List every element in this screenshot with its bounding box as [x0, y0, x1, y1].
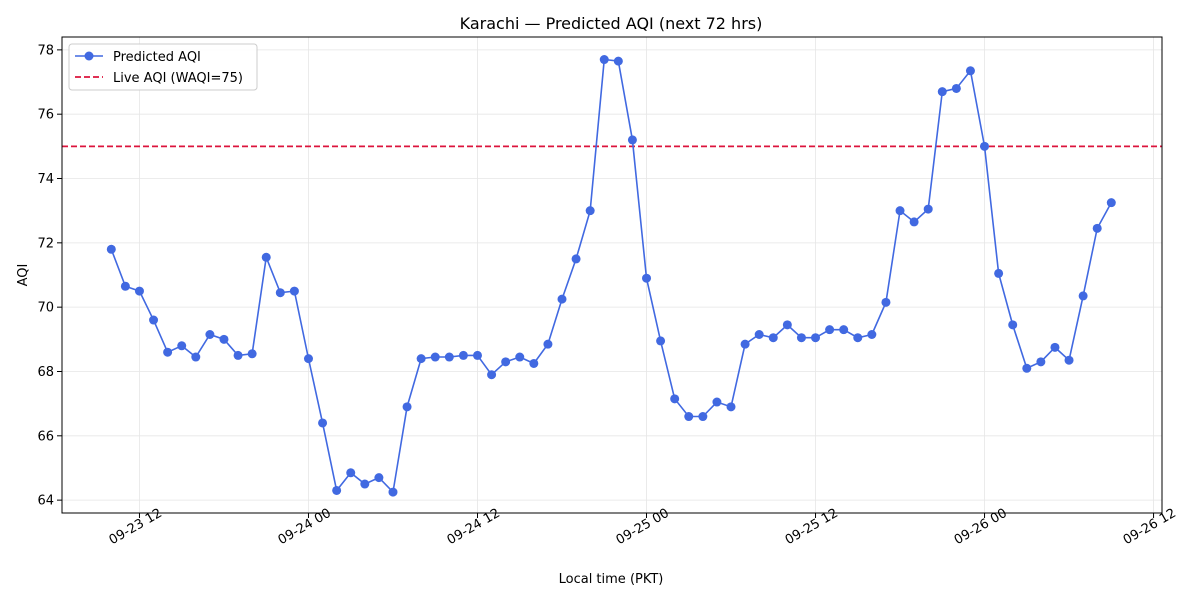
predicted-aqi-point	[853, 333, 863, 343]
predicted-aqi-point	[965, 66, 975, 76]
predicted-aqi-point	[515, 352, 525, 362]
predicted-aqi-point	[472, 350, 482, 360]
x-axis-label: Local time (PKT)	[559, 572, 664, 587]
predicted-aqi-point	[120, 281, 130, 291]
predicted-aqi-point	[374, 473, 384, 483]
predicted-aqi-point	[219, 334, 229, 344]
chart-title: Karachi — Predicted AQI (next 72 hrs)	[460, 14, 763, 33]
predicted-aqi-point	[360, 479, 370, 489]
predicted-aqi-point	[1078, 291, 1088, 301]
predicted-aqi-point	[332, 485, 342, 495]
predicted-aqi-point	[106, 244, 116, 254]
predicted-aqi-point	[796, 333, 806, 343]
predicted-aqi-point	[994, 268, 1004, 278]
grid-layer	[62, 37, 1162, 513]
predicted-aqi-point	[149, 315, 159, 325]
legend-predicted-label: Predicted AQI	[113, 50, 201, 65]
predicted-aqi-point	[740, 339, 750, 349]
predicted-aqi-point	[698, 412, 708, 422]
predicted-aqi-point	[1022, 363, 1032, 373]
predicted-aqi-point	[177, 341, 187, 351]
predicted-aqi-point	[205, 330, 215, 339]
legend: Predicted AQI Live AQI (WAQI=75)	[68, 43, 258, 91]
predicted-aqi-point	[444, 352, 454, 362]
predicted-aqi-point	[895, 206, 905, 216]
predicted-aqi-point	[599, 55, 609, 65]
predicted-aqi-point	[191, 352, 201, 362]
predicted-aqi-point	[458, 350, 468, 360]
y-tick-label: 72	[37, 236, 54, 251]
predicted-aqi-point	[416, 354, 426, 364]
predicted-aqi-point	[529, 358, 539, 368]
y-tick-label: 76	[37, 108, 54, 123]
predicted-aqi-point	[642, 273, 652, 283]
predicted-aqi-point	[811, 333, 821, 343]
predicted-aqi-point	[261, 252, 271, 262]
legend-live-label: Live AQI (WAQI=75)	[113, 71, 243, 86]
predicted-aqi-point	[557, 294, 567, 304]
predicted-aqi-point	[1064, 355, 1074, 365]
predicted-aqi-point	[1092, 223, 1102, 233]
legend-box	[68, 43, 258, 91]
predicted-aqi-point	[571, 254, 581, 264]
predicted-aqi-point	[839, 325, 849, 335]
predicted-aqi-point	[1008, 320, 1018, 330]
predicted-aqi-point	[670, 394, 680, 404]
predicted-aqi-point	[867, 330, 877, 339]
predicted-aqi-point	[768, 333, 778, 343]
predicted-aqi-point	[318, 418, 328, 428]
predicted-aqi-point	[726, 402, 736, 412]
y-axis-label: AQI	[16, 264, 31, 287]
predicted-aqi-point	[656, 336, 666, 346]
predicted-aqi-point	[782, 320, 792, 330]
predicted-aqi-point	[585, 206, 595, 216]
y-tick-label: 68	[37, 365, 54, 380]
predicted-aqi-point	[289, 286, 299, 296]
predicted-aqi-point	[430, 352, 440, 362]
predicted-aqi-point	[501, 357, 511, 367]
series-layer	[106, 55, 1116, 497]
predicted-aqi-point	[402, 402, 412, 412]
predicted-aqi-point	[627, 135, 637, 145]
predicted-aqi-point	[247, 349, 257, 359]
predicted-aqi-point	[923, 204, 933, 214]
predicted-aqi-point	[543, 339, 553, 349]
predicted-aqi-point	[881, 297, 891, 307]
predicted-aqi-point	[1106, 198, 1116, 208]
predicted-aqi-point	[1036, 357, 1046, 367]
predicted-aqi-point	[951, 83, 961, 93]
predicted-aqi-point	[825, 325, 835, 335]
predicted-aqi-point	[613, 56, 623, 66]
predicted-aqi-point	[134, 286, 144, 296]
y-tick-label: 78	[37, 43, 54, 58]
predicted-aqi-point	[937, 87, 947, 97]
predicted-aqi-point	[684, 412, 694, 422]
y-axis-ticks: 64 66 68 70 72 74 76 78	[37, 43, 62, 509]
predicted-aqi-point	[980, 141, 990, 151]
predicted-aqi-point	[1050, 342, 1060, 352]
y-tick-label: 66	[37, 429, 54, 444]
predicted-aqi-point	[909, 217, 919, 227]
predicted-aqi-point	[388, 487, 398, 497]
legend-predicted-marker	[84, 51, 94, 61]
predicted-aqi-point	[275, 288, 285, 298]
predicted-aqi-point	[487, 370, 497, 380]
predicted-aqi-point	[754, 330, 764, 339]
plot-frame	[61, 36, 1163, 514]
predicted-aqi-point	[163, 347, 173, 357]
predicted-aqi-point	[303, 354, 313, 364]
predicted-aqi-point	[712, 397, 722, 407]
y-tick-label: 70	[37, 301, 54, 316]
y-tick-label: 74	[37, 172, 54, 187]
y-tick-label: 64	[37, 494, 54, 509]
predicted-aqi-point	[346, 468, 356, 478]
predicted-aqi-point	[233, 350, 243, 360]
